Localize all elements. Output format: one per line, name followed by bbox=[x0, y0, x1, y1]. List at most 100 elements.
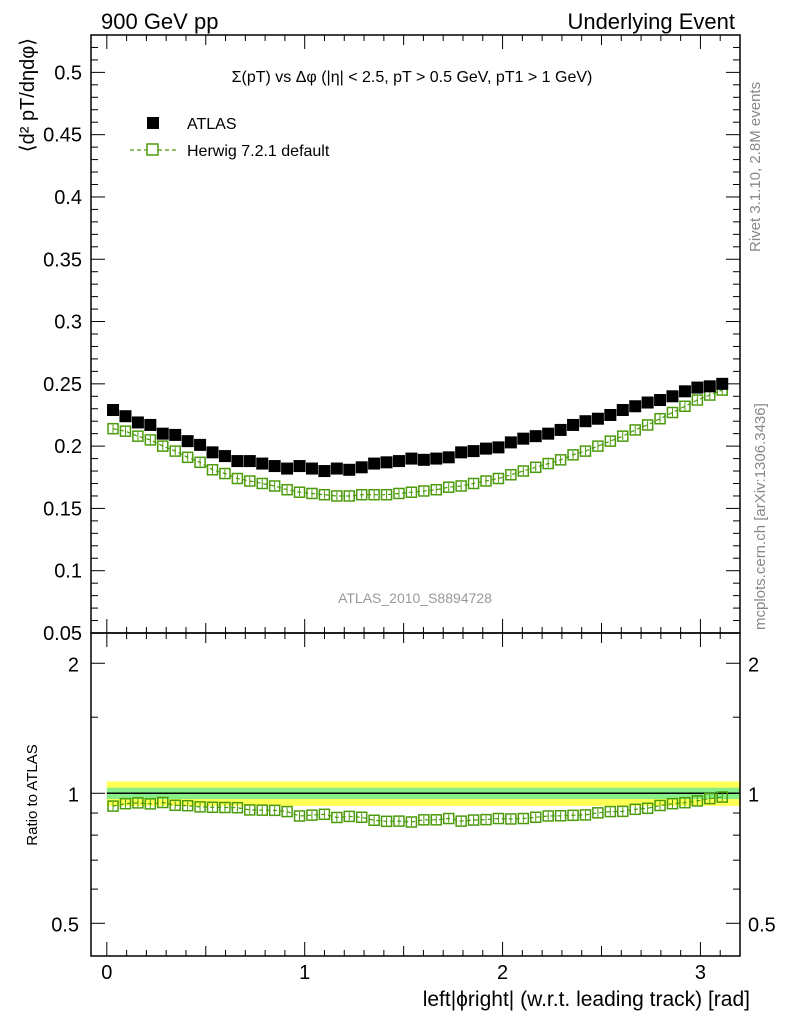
ratio-herwig-point bbox=[467, 814, 480, 826]
herwig-point bbox=[666, 406, 679, 419]
ratio-herwig-point bbox=[430, 814, 443, 826]
ratio-herwig-point bbox=[704, 792, 716, 805]
ratio-ytick-label-right: 1 bbox=[748, 784, 759, 806]
ratio-herwig-point bbox=[318, 808, 331, 821]
ratio-ytick-label-right: 0.5 bbox=[748, 914, 776, 936]
herwig-point bbox=[629, 424, 641, 436]
herwig-point bbox=[355, 488, 368, 501]
ratio-herwig-point bbox=[579, 809, 592, 821]
herwig-point bbox=[306, 487, 318, 500]
herwig-point bbox=[132, 430, 144, 442]
herwig-point bbox=[617, 430, 629, 442]
analysis-label: ATLAS_2010_S8894728 bbox=[338, 590, 492, 606]
atlas-point bbox=[641, 396, 654, 409]
atlas-point bbox=[455, 446, 468, 459]
ratio-herwig-line bbox=[112, 796, 723, 823]
ratio-herwig-point bbox=[293, 810, 306, 822]
atlas-point bbox=[181, 435, 194, 448]
rivet-label: Rivet 3.1.10, 2.8M events bbox=[747, 82, 764, 252]
atlas-point bbox=[231, 455, 244, 468]
ratio-herwig-point bbox=[119, 797, 132, 810]
ratio-ytick-label: 2 bbox=[68, 654, 79, 676]
atlas-point bbox=[703, 380, 716, 393]
header-left: 900 GeV pp bbox=[101, 9, 218, 34]
atlas-point bbox=[567, 418, 580, 431]
herwig-point bbox=[604, 435, 617, 447]
herwig-point bbox=[293, 486, 306, 498]
herwig-point bbox=[219, 467, 231, 480]
ratio-herwig-point bbox=[592, 807, 604, 819]
herwig-point bbox=[691, 394, 704, 406]
atlas-point bbox=[206, 446, 219, 459]
legend-herwig-marker bbox=[146, 143, 159, 156]
ratio-y-ticks: 0.5 0.5 1 1 2 2 bbox=[51, 654, 776, 936]
herwig-point bbox=[567, 449, 579, 461]
herwig-point bbox=[467, 477, 480, 490]
herwig-point bbox=[318, 488, 331, 501]
atlas-point bbox=[293, 460, 306, 473]
x-axis-label: left|ϕright| (w.r.t. leading track) [rad… bbox=[423, 988, 750, 1011]
main-ytick-label: 0.4 bbox=[54, 187, 82, 209]
ratio-herwig-point bbox=[306, 809, 318, 821]
atlas-point bbox=[430, 452, 443, 465]
atlas-point bbox=[405, 452, 418, 465]
atlas-point bbox=[678, 385, 691, 398]
herwig-point bbox=[455, 480, 467, 492]
herwig-point bbox=[169, 445, 181, 457]
herwig-point bbox=[268, 480, 281, 492]
herwig-point bbox=[480, 475, 492, 487]
ratio-herwig-point bbox=[219, 801, 231, 814]
ratio-herwig-point bbox=[716, 791, 728, 803]
herwig-point bbox=[380, 488, 393, 501]
herwig-point bbox=[393, 487, 405, 500]
herwig-point bbox=[144, 434, 157, 446]
atlas-point bbox=[256, 457, 269, 470]
atlas-point bbox=[604, 408, 617, 421]
atlas-point bbox=[392, 455, 405, 468]
legend-atlas-marker bbox=[147, 117, 159, 129]
ratio-herwig-point bbox=[281, 805, 293, 818]
ratio-ytick-label-right: 2 bbox=[748, 654, 759, 676]
main-ytick-label: 0.45 bbox=[43, 125, 82, 147]
ratio-herwig-point bbox=[157, 796, 169, 809]
ratio-herwig-point bbox=[268, 804, 281, 817]
ratio-herwig-point bbox=[244, 804, 256, 816]
atlas-point bbox=[616, 403, 629, 416]
atlas-point bbox=[417, 453, 430, 466]
ratio-herwig-point bbox=[629, 803, 641, 816]
ratio-herwig-point bbox=[641, 802, 654, 815]
herwig-point bbox=[641, 419, 654, 431]
ratio-herwig-point bbox=[604, 805, 617, 818]
legend-herwig-label: Herwig 7.2.1 default bbox=[187, 143, 330, 160]
herwig-point bbox=[492, 472, 505, 485]
atlas-point bbox=[517, 432, 530, 445]
ratio-herwig-point bbox=[691, 795, 704, 807]
ratio-herwig-point bbox=[617, 805, 629, 818]
header-right: Underlying Event bbox=[567, 9, 735, 34]
herwig-point bbox=[181, 451, 194, 464]
herwig-point bbox=[517, 465, 530, 477]
main-panel: 0.05 0.1 0.15 0.2 0.25 0.3 0.35 0.4 0.45 0.5 Σ(pT… bbox=[17, 34, 741, 645]
main-ytick-label: 0.1 bbox=[54, 561, 82, 583]
atlas-point bbox=[107, 403, 120, 416]
herwig-point bbox=[405, 486, 418, 498]
xtick-label: 1 bbox=[299, 962, 310, 984]
ratio-herwig-point bbox=[206, 801, 219, 814]
herwig-point bbox=[579, 445, 592, 457]
main-ytick-label: 0.3 bbox=[54, 312, 82, 334]
atlas-point bbox=[169, 428, 182, 441]
atlas-point bbox=[119, 410, 132, 423]
herwig-point bbox=[442, 481, 455, 493]
atlas-point bbox=[492, 441, 505, 454]
ratio-herwig-point bbox=[256, 804, 268, 816]
atlas-point bbox=[529, 430, 542, 443]
herwig-point bbox=[592, 440, 604, 452]
ratio-herwig-point bbox=[442, 812, 455, 825]
atlas-point bbox=[318, 465, 331, 478]
herwig-point bbox=[256, 477, 268, 490]
atlas-point bbox=[243, 455, 256, 468]
ratio-herwig-point bbox=[505, 813, 517, 825]
main-ytick-label: 0.05 bbox=[43, 623, 82, 645]
main-ytick-label: 0.5 bbox=[54, 62, 82, 84]
